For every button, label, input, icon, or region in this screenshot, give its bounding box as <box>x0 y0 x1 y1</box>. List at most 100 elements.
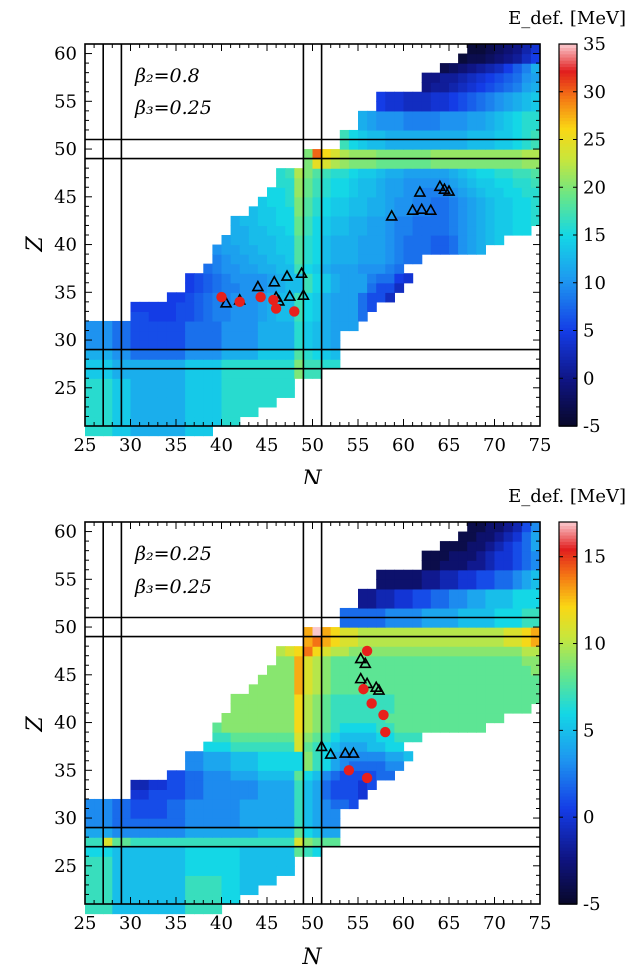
colorbar-segment <box>559 47 577 52</box>
heatmap-cell <box>412 665 423 676</box>
heatmap-cell <box>348 282 359 293</box>
heatmap-cell <box>148 378 159 389</box>
heatmap-cell <box>85 904 95 915</box>
colorbar-segment <box>559 215 577 220</box>
heatmap-cell <box>485 531 496 542</box>
heatmap-cell <box>412 655 423 666</box>
heatmap-cell <box>312 235 323 246</box>
heatmap-cell <box>267 235 277 246</box>
heatmap-cell <box>230 330 241 341</box>
colorbar-segment <box>559 336 577 341</box>
heatmap-cell <box>294 770 304 781</box>
heatmap-cell <box>512 693 523 705</box>
y-tick-label: 60 <box>54 44 77 65</box>
heatmap-cell <box>512 139 523 150</box>
heatmap-cell <box>312 732 323 743</box>
circle-marker <box>270 303 282 314</box>
heatmap-cell <box>403 617 414 628</box>
colorbar-segment <box>559 44 577 48</box>
heatmap-cell <box>203 359 213 370</box>
triangle-marker <box>354 651 368 664</box>
heatmap-cell <box>503 655 514 666</box>
heatmap-cell <box>394 693 405 705</box>
heatmap-cell <box>467 168 477 179</box>
heatmap-cell <box>367 149 377 160</box>
heatmap-cell <box>294 703 304 714</box>
heatmap-cell <box>139 894 150 905</box>
heatmap-cell <box>257 789 268 800</box>
heatmap-cell <box>430 607 441 619</box>
heatmap-cell <box>467 598 477 609</box>
heatmap-cell <box>376 129 386 141</box>
x-tick-label: 60 <box>392 913 415 934</box>
colorbar-segment <box>559 276 577 281</box>
heatmap-cell <box>130 397 141 408</box>
heatmap-cell <box>230 865 241 876</box>
heatmap-cell <box>94 330 104 341</box>
heatmap-cell <box>321 215 332 227</box>
heatmap-cell <box>221 789 232 800</box>
heatmap-cell <box>430 598 441 609</box>
heatmap-cell <box>521 588 532 599</box>
heatmap-cell <box>257 273 268 284</box>
heatmap-cell <box>376 665 386 676</box>
heatmap-cell <box>358 703 368 714</box>
heatmap-cell <box>494 684 505 695</box>
colorbar-segment <box>559 662 577 667</box>
heatmap-cell <box>285 798 295 810</box>
heatmap-cell <box>348 770 359 781</box>
heatmap-cell <box>212 798 223 810</box>
heatmap-cell <box>94 340 104 351</box>
colorbar-segment <box>559 697 577 702</box>
heatmap-cell <box>394 110 405 121</box>
heatmap-cell <box>248 368 259 379</box>
heatmap-cell <box>285 301 295 312</box>
heatmap-cell <box>248 818 259 829</box>
heatmap-cell <box>467 235 477 246</box>
heatmap-cell <box>485 158 496 169</box>
heatmap-cell <box>176 368 186 379</box>
heatmap-cell <box>230 244 241 255</box>
heatmap-cell <box>303 206 314 217</box>
heatmap-cell <box>367 235 377 246</box>
heatmap-cell <box>485 101 496 112</box>
heatmap-cell <box>212 818 223 829</box>
colorbar-segment <box>559 66 577 71</box>
heatmap-cell <box>185 798 195 810</box>
heatmap-cell <box>121 330 132 341</box>
heatmap-cell <box>257 865 268 876</box>
heatmap-cell <box>376 598 386 609</box>
heatmap-cell <box>157 827 168 838</box>
heatmap-cell <box>485 196 496 207</box>
heatmap-cell <box>121 320 132 332</box>
heatmap-cell <box>467 53 477 64</box>
heatmap-cell <box>476 168 486 179</box>
colorbar-segment <box>559 410 577 415</box>
heatmap-cell <box>412 693 423 705</box>
heatmap-cell <box>449 215 459 227</box>
heatmap-cell <box>494 607 505 619</box>
heatmap-cell <box>285 674 295 685</box>
heatmap-cell <box>476 588 486 599</box>
heatmap-chart-bottom: 25 30 35 40 45 50 55 60 65 70 75 2530354045505560 … <box>23 486 626 968</box>
heatmap-cell <box>203 865 213 876</box>
heatmap-cell <box>176 387 186 398</box>
heatmap-cell <box>321 789 332 800</box>
heatmap-cell <box>467 101 477 112</box>
heatmap-cell <box>494 588 505 599</box>
heatmap-cell <box>439 579 450 590</box>
heatmap-cell <box>276 827 286 838</box>
heatmap-cell <box>257 770 268 781</box>
heatmap-cell <box>476 206 486 217</box>
heatmap-cell <box>157 789 168 800</box>
heatmap-cell <box>385 598 395 609</box>
colorbar-segment <box>559 897 577 902</box>
heatmap-cell <box>449 158 459 169</box>
heatmap-cell <box>321 655 332 666</box>
heatmap-cell <box>385 684 395 695</box>
heatmap-cell <box>494 206 505 217</box>
colorbar-segment <box>559 655 577 660</box>
heatmap-cell <box>257 196 268 207</box>
heatmap-cell <box>185 818 195 829</box>
colorbar-segment <box>559 238 577 243</box>
